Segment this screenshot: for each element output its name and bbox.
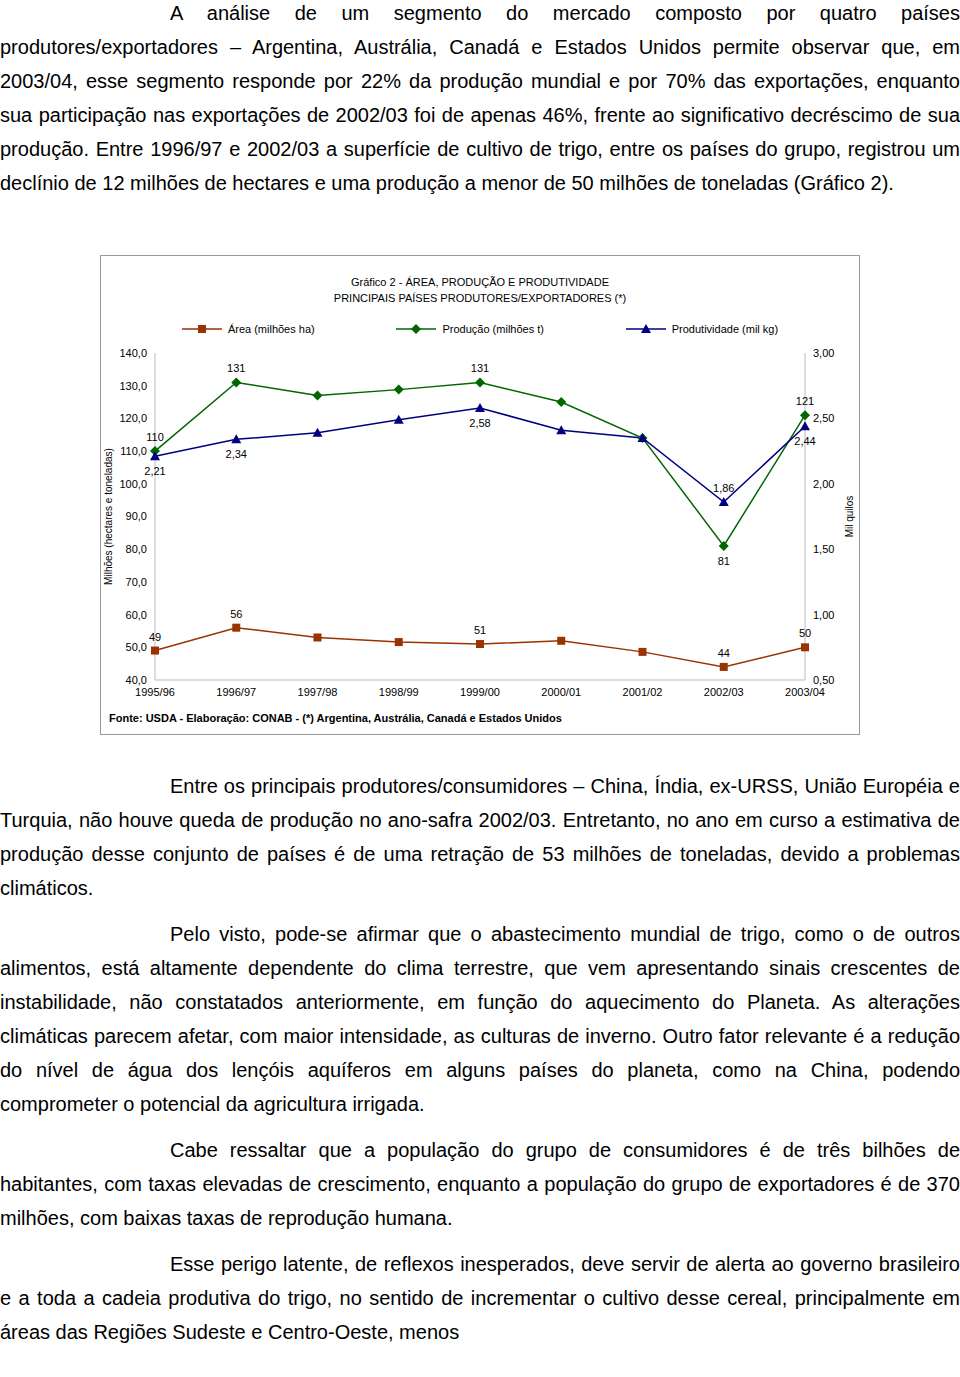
svg-text:2003/04: 2003/04 (785, 686, 825, 698)
svg-text:70,0: 70,0 (126, 576, 147, 588)
html-text:PRINCIPAIS PAÍSES PRODUTORES/E: PRINCIPAIS PAÍSES PRODUTORES/EXPORTADORE… (333, 292, 627, 304)
html-text:Fonte: USDA - Elaboração: CONA: Fonte: USDA - Elaboração: CONAB - (*) Ar… (109, 712, 562, 724)
svg-text:110: 110 (146, 431, 164, 443)
svg-text:81: 81 (718, 555, 730, 567)
svg-text:2,21: 2,21 (144, 465, 165, 477)
svg-text:110,0: 110,0 (120, 445, 147, 457)
svg-text:130,0: 130,0 (119, 380, 147, 392)
svg-text:2,58: 2,58 (469, 417, 490, 429)
html-text:A análise de um segmento do me: A análise de um segmento do mercado comp… (0, 2, 960, 194)
svg-text:1,86: 1,86 (713, 482, 734, 494)
svg-text:80,0: 80,0 (126, 543, 147, 555)
svg-text:2,44: 2,44 (794, 435, 815, 447)
svg-text:50,0: 50,0 (126, 641, 147, 653)
svg-text:3,00: 3,00 (813, 347, 834, 359)
html-text:Gráfico 2 - ÁREA, PRODUÇÃO E P: Gráfico 2 - ÁREA, PRODUÇÃO E PRODUTIVIDA… (351, 276, 609, 288)
svg-text:1,50: 1,50 (813, 543, 834, 555)
svg-text:121: 121 (796, 395, 814, 407)
svg-text:2002/03: 2002/03 (704, 686, 744, 698)
html-text:Área (milhões ha): Área (milhões ha) (227, 322, 315, 335)
html-text:Produção (milhões t): Produção (milhões t) (442, 322, 544, 335)
svg-text:1995/96: 1995/96 (135, 686, 175, 698)
svg-text:131: 131 (227, 362, 245, 374)
html-text:Pelo visto, pode-se afirmar qu: Pelo visto, pode-se afirmar que o abaste… (0, 923, 960, 1115)
svg-text:0,50: 0,50 (813, 674, 834, 686)
html-text:Produtividade (mil kg): Produtividade (mil kg) (671, 322, 779, 335)
svg-text:90,0: 90,0 (126, 510, 147, 522)
svg-text:40,0: 40,0 (126, 674, 147, 686)
svg-text:131: 131 (471, 362, 489, 374)
svg-text:1997/98: 1997/98 (298, 686, 338, 698)
svg-text:2000/01: 2000/01 (541, 686, 581, 698)
svg-text:1996/97: 1996/97 (216, 686, 256, 698)
html-text:Milhões (hectares e toneladas): Milhões (hectares e toneladas) (102, 447, 114, 585)
svg-text:100,0: 100,0 (119, 478, 147, 490)
svg-text:44: 44 (718, 647, 730, 659)
svg-text:2,34: 2,34 (226, 448, 247, 460)
svg-text:49: 49 (149, 631, 161, 643)
html-text:Mil quilos: Mil quilos (844, 495, 856, 537)
svg-text:50: 50 (799, 627, 811, 639)
svg-text:56: 56 (230, 608, 242, 620)
html-text:Esse perigo latente, de reflex: Esse perigo latente, de reflexos inesper… (0, 1253, 960, 1343)
svg-text:51: 51 (474, 624, 486, 636)
svg-text:1998/99: 1998/99 (379, 686, 419, 698)
svg-text:2,00: 2,00 (813, 478, 834, 490)
svg-text:2,50: 2,50 (813, 412, 834, 424)
svg-text:1,00: 1,00 (813, 609, 834, 621)
svg-text:60,0: 60,0 (126, 609, 147, 621)
html-text:Cabe ressaltar que a população: Cabe ressaltar que a população do grupo … (0, 1139, 960, 1229)
svg-text:2001/02: 2001/02 (623, 686, 663, 698)
svg-text:120,0: 120,0 (119, 412, 147, 424)
svg-text:140,0: 140,0 (119, 347, 147, 359)
html-text:Entre os principais produtores: Entre os principais produtores/consumido… (0, 775, 960, 899)
svg-text:1999/00: 1999/00 (460, 686, 500, 698)
